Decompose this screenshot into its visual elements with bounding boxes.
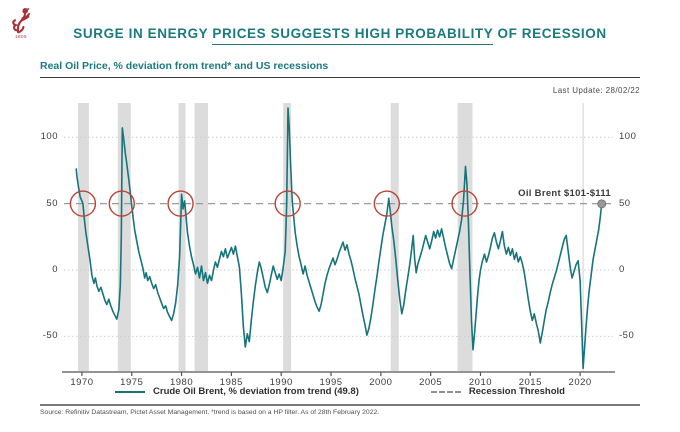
y-axis-label-left: 0 xyxy=(52,264,58,275)
x-axis-label: 1970 xyxy=(70,377,94,388)
legend-item-threshold: Recession Threshold xyxy=(430,386,565,397)
title-underlined: PRICES SUGGESTS HIGH PROBABILITY xyxy=(212,26,494,45)
y-axis-label-left: 50 xyxy=(46,197,58,209)
x-axis-label: 2000 xyxy=(369,377,393,388)
title-pre: SURGE IN ENERGY xyxy=(73,26,213,41)
recession-signal-circle xyxy=(274,190,301,217)
y-axis-label-right: 100 xyxy=(619,131,637,143)
y-axis-label-right: -50 xyxy=(619,330,635,342)
recession-band xyxy=(390,103,399,371)
y-axis-label-right: 0 xyxy=(619,264,625,275)
gray-dashed-swatch-icon xyxy=(430,390,461,393)
source-note: Source: Refinitiv Datastream, Pictet Ass… xyxy=(40,409,380,416)
chart-legend: Crude Oil Brent, % deviation from trend … xyxy=(60,386,620,397)
recession-band xyxy=(178,103,186,371)
x-axis-label: 1985 xyxy=(219,377,243,388)
footer-divider xyxy=(40,404,640,406)
last-update-label: Last Update: 28/02/22 xyxy=(552,86,640,95)
x-axis-label: 2015 xyxy=(518,377,542,388)
y-axis-label-right: 50 xyxy=(619,197,631,209)
title-post: OF RECESSION xyxy=(493,26,607,41)
x-axis-label: 2010 xyxy=(468,377,493,388)
logo-year-text: 1805 xyxy=(14,34,27,39)
legend-label-brent: Crude Oil Brent, % deviation from trend … xyxy=(153,386,359,397)
recession-signal-circle xyxy=(451,190,478,217)
recession-band xyxy=(194,103,208,371)
y-axis-label-left: 100 xyxy=(40,131,58,143)
brent-deviation-line xyxy=(75,107,603,370)
recession-band xyxy=(77,103,89,371)
x-axis-label: 1980 xyxy=(169,377,194,388)
subtitle-divider xyxy=(40,77,640,78)
legend-item-brent: Crude Oil Brent, % deviation from trend … xyxy=(115,386,359,397)
recession-band xyxy=(283,103,292,371)
pictet-lion-crest-icon: 1805 xyxy=(9,7,33,43)
x-axis-label: 1990 xyxy=(269,377,293,388)
chart-subtitle: Real Oil Price, % deviation from trend* … xyxy=(40,60,329,72)
legend-label-threshold: Recession Threshold xyxy=(468,386,565,397)
teal-line-swatch-icon xyxy=(115,390,146,393)
y-axis-label-left: -50 xyxy=(42,330,58,342)
recession-signal-circle xyxy=(69,190,97,217)
x-axis-label: 1995 xyxy=(319,377,343,388)
x-axis-label: 2005 xyxy=(419,377,443,388)
recession-band xyxy=(457,103,473,371)
x-axis-label: 1975 xyxy=(120,377,144,388)
recession-signal-circle xyxy=(108,190,135,217)
recession-signal-circle xyxy=(373,190,401,217)
recession-signal-circle xyxy=(167,190,194,217)
last-point-dot xyxy=(597,199,607,209)
page-title: SURGE IN ENERGY PRICES SUGGESTS HIGH PRO… xyxy=(40,26,640,45)
x-axis-label: 2020 xyxy=(568,377,592,388)
oil-brent-annotation: Oil Brent $101-$111 xyxy=(518,188,611,199)
